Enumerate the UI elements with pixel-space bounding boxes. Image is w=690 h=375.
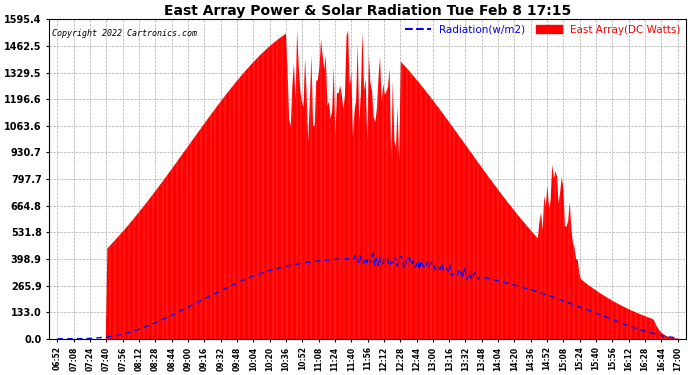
Title: East Array Power & Solar Radiation Tue Feb 8 17:15: East Array Power & Solar Radiation Tue F… [164,4,571,18]
Legend: Radiation(w/m2), East Array(DC Watts): Radiation(w/m2), East Array(DC Watts) [401,20,684,39]
Text: Copyright 2022 Cartronics.com: Copyright 2022 Cartronics.com [52,29,197,38]
